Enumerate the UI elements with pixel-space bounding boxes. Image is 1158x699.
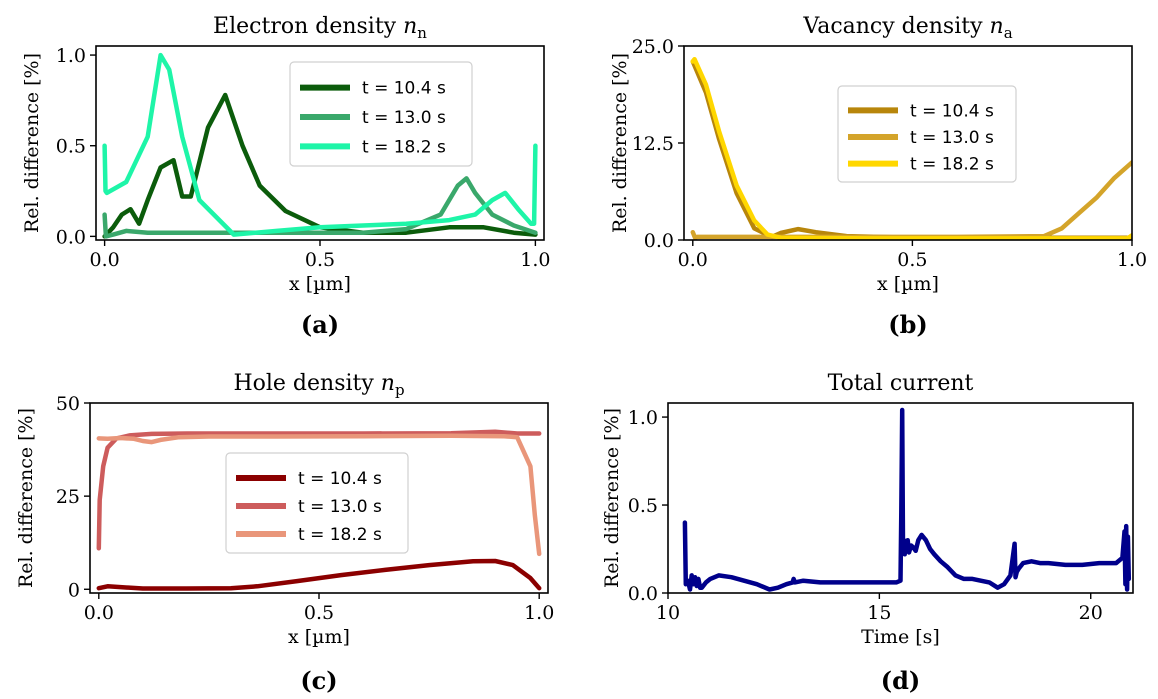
- x-tick-label: 0.0: [678, 249, 708, 271]
- x-tick-label: 0.5: [897, 249, 927, 271]
- y-axis-label: Rel. difference [%]: [15, 408, 37, 588]
- y-tick-label: 1.0: [628, 407, 658, 429]
- panel-label: (c): [300, 666, 337, 695]
- x-tick-label: 0.0: [90, 249, 120, 271]
- x-tick-label: 0.0: [84, 602, 114, 624]
- y-axis-label: Rel. difference [%]: [609, 53, 631, 233]
- legend-entry: t = 18.2 s: [362, 137, 446, 157]
- x-tick-label: 1.0: [1117, 249, 1147, 271]
- legend-entry: t = 18.2 s: [298, 525, 382, 545]
- x-tick-label: 20: [1079, 602, 1103, 624]
- x-tick-label: 15: [867, 602, 891, 624]
- y-tick-label: 0.0: [628, 583, 658, 605]
- x-tick-label: 10: [656, 602, 680, 624]
- legend-entry: t = 10.4 s: [298, 469, 382, 489]
- panel-label: (d): [881, 666, 921, 695]
- series-line-c-0: [99, 561, 539, 589]
- x-axis-label: x [µm]: [289, 273, 351, 295]
- y-tick-label: 25: [56, 486, 80, 508]
- legend: t = 10.4 s t = 13.0 s t = 18.2 s: [838, 86, 1016, 182]
- x-axis-label: x [µm]: [288, 626, 350, 648]
- y-tick-label: 25.0: [632, 36, 674, 58]
- y-tick-label: 0: [68, 579, 80, 601]
- y-tick-label: 1.0: [56, 45, 86, 67]
- y-tick-label: 0.0: [56, 226, 86, 248]
- panel-label: (a): [301, 310, 339, 339]
- y-tick-label: 0.5: [56, 136, 86, 158]
- x-tick-label: 0.5: [304, 602, 334, 624]
- y-tick-label: 12.5: [632, 133, 674, 155]
- legend-entry: t = 13.0 s: [298, 497, 382, 517]
- legend-entry: t = 13.0 s: [910, 128, 994, 148]
- legend: t = 10.4 s t = 13.0 s t = 18.2 s: [226, 453, 408, 553]
- legend-entry: t = 13.0 s: [362, 108, 446, 128]
- series-line-d-0: [685, 410, 1129, 590]
- chart-title: Total current: [828, 371, 974, 396]
- y-tick-label: 0.5: [628, 495, 658, 517]
- panel-b: 0.0 0.5 1.0 0.0 12.5 25.0 Vacancy density na x …: [609, 14, 1147, 339]
- panel-label: (b): [888, 310, 928, 339]
- x-tick-label: 1.0: [520, 249, 550, 271]
- chart-title: Electron density nn: [213, 14, 427, 42]
- panel-c: 0.0 0.5 1.0 0 25 50 Hole density np x [µm] Rel. …: [15, 371, 554, 695]
- panel-d: 10 15 20 0.0 0.5 1.0 Total current Time [s] Rel.…: [601, 371, 1133, 695]
- x-tick-label: 0.5: [305, 249, 335, 271]
- y-axis-label: Rel. difference [%]: [601, 408, 623, 588]
- legend-entry: t = 18.2 s: [910, 155, 994, 175]
- panel-a: 0.0 0.5 1.0 0.0 0.5 1.0 Electron density nn x […: [21, 14, 550, 339]
- legend-entry: t = 10.4 s: [362, 79, 446, 99]
- y-axis-label: Rel. difference [%]: [21, 53, 43, 233]
- x-tick-label: 1.0: [524, 602, 554, 624]
- legend-entry: t = 10.4 s: [910, 101, 994, 121]
- x-axis-label: x [µm]: [877, 273, 939, 295]
- chart-title: Vacancy density na: [802, 14, 1012, 42]
- legend: t = 10.4 s t = 13.0 s t = 18.2 s: [290, 62, 472, 166]
- y-tick-label: 0.0: [644, 230, 674, 252]
- y-tick-label: 50: [56, 393, 80, 415]
- chart-title: Hole density np: [233, 371, 404, 399]
- x-axis-label: Time [s]: [861, 626, 940, 648]
